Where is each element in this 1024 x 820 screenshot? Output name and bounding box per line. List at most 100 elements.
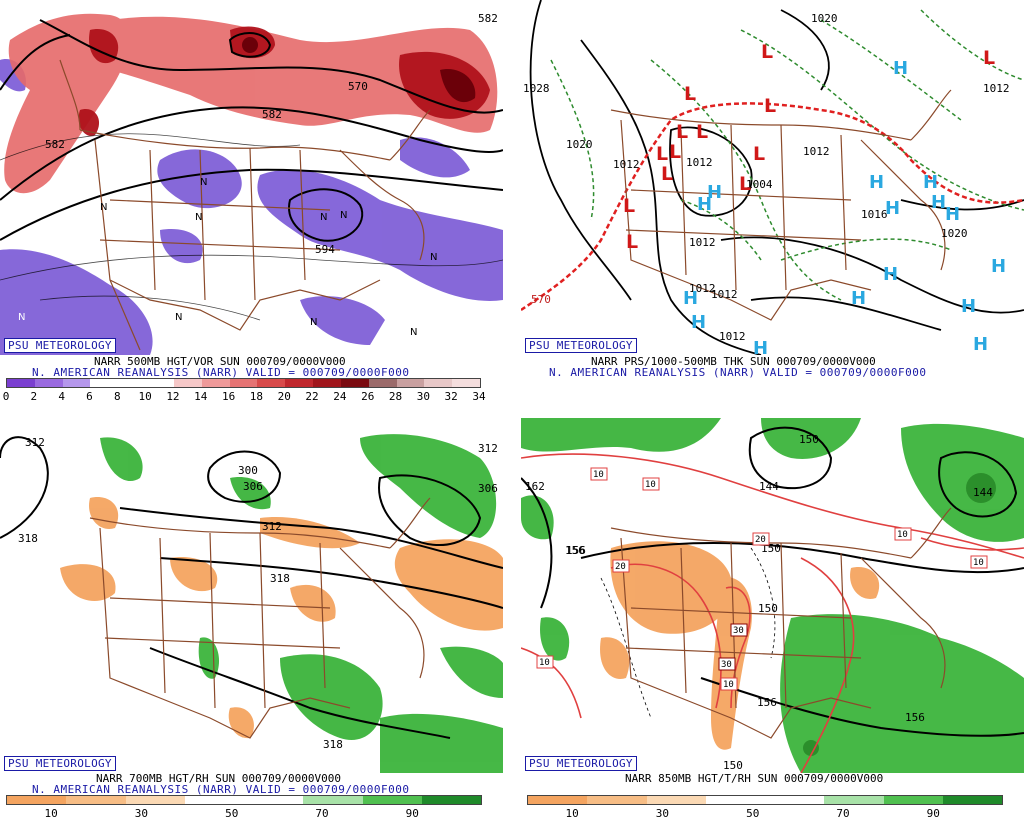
- panel-caption: NARR 500MB HGT/VOR SUN 000709/0000V000: [94, 355, 346, 368]
- colorbar-swatch: [303, 796, 363, 804]
- isobar-label: 1004: [746, 178, 773, 191]
- colorbar-rh: [527, 795, 1003, 805]
- colorbar-swatch: [528, 796, 588, 804]
- panel-850mb-t-rh: 150 162 156 144 150 150 156 156 150 144 …: [521, 418, 1024, 820]
- temp-label: 20: [615, 562, 626, 572]
- panel-500mb-vorticity: 582 582 594 570 582 N N N N N N N N N N …: [0, 0, 503, 403]
- temp-label-box: 30: [730, 623, 748, 637]
- isobar-label: 1020: [811, 12, 838, 25]
- low-pressure-symbol: L: [739, 173, 751, 195]
- temp-label: 10: [973, 558, 984, 568]
- colorbar-swatch: [421, 796, 481, 804]
- colorbar-swatch: [201, 379, 230, 387]
- vorticity-symbol: N: [430, 252, 437, 263]
- contour-label: 306: [478, 482, 498, 495]
- contour-label: 318: [323, 738, 343, 751]
- colorbar-tick-label: 24: [333, 390, 347, 403]
- isobar-label: 1012: [711, 288, 738, 301]
- isobar-label: 1012: [803, 145, 830, 158]
- colorbar-tick-label: 28: [388, 390, 403, 403]
- vorticity-symbol: N: [320, 212, 327, 223]
- vorticity-symbol: N: [340, 210, 347, 221]
- colorbar-tick-label: 34: [472, 390, 486, 403]
- thickness-label: 570: [531, 293, 551, 306]
- high-pressure-symbol: H: [931, 192, 946, 213]
- colorbar-tick-label: 14: [194, 390, 208, 403]
- colorbar-ticks: 10 30 50 70 90: [6, 807, 480, 820]
- colorbar-swatch: [452, 379, 481, 387]
- colorbar-tick-label: 70: [836, 807, 850, 820]
- high-pressure-symbol: H: [691, 312, 706, 333]
- contour-label: 306: [243, 480, 263, 493]
- temp-label-box: 20: [612, 559, 630, 573]
- high-pressure-symbol: H: [961, 296, 976, 317]
- contour-label: 150: [723, 759, 743, 772]
- colorbar-swatch: [824, 796, 884, 804]
- colorbar-tick-label: 90: [405, 807, 419, 820]
- vorticity-symbol: N: [200, 177, 207, 188]
- panel-700mb-rh: 312 318 300 306 312 318 306 312 318 PSU …: [0, 418, 503, 820]
- colorbar-swatch: [340, 379, 369, 387]
- temp-label-box: 10: [536, 655, 554, 669]
- contour-label: 156: [905, 711, 925, 724]
- colorbar-swatch: [7, 796, 67, 804]
- panel-pressure-thickness: 1020 1028 1012 1020 1012 1012 1004 1012 …: [521, 0, 1024, 402]
- high-pressure-symbol: H: [923, 172, 938, 193]
- temp-label: 20: [755, 535, 766, 545]
- colorbar-swatch: [587, 796, 647, 804]
- colorbar-rh: [6, 795, 482, 805]
- contour-label: 312: [262, 520, 282, 533]
- isobar-label: 1012: [613, 158, 640, 171]
- low-pressure-symbol: L: [983, 47, 995, 69]
- high-pressure-symbol: H: [697, 194, 712, 215]
- contour-label: 156: [566, 544, 586, 557]
- colorbar-swatch: [705, 796, 765, 804]
- low-pressure-symbol: L: [676, 121, 688, 143]
- colorbar-vorticity: [6, 378, 481, 388]
- panel-subcaption: N. AMERICAN REANALYSIS (NARR) VALID = 00…: [32, 783, 410, 796]
- contour-label: 150: [758, 602, 778, 615]
- contour-label: 156: [565, 544, 585, 557]
- panel-caption: NARR PRS/1000-500MB THK SUN 000709/0000V…: [591, 355, 876, 368]
- contour-label: 144: [973, 486, 993, 499]
- colorbar-tick-label: 6: [86, 390, 93, 403]
- colorbar-tick-label: 8: [113, 390, 121, 403]
- temp-label: 10: [539, 658, 550, 668]
- temp-label: 30: [733, 626, 744, 636]
- high-pressure-symbol: H: [753, 338, 768, 355]
- colorbar-swatch: [184, 796, 244, 804]
- colorbar-swatch: [118, 379, 147, 387]
- low-pressure-symbol: L: [684, 83, 696, 105]
- contour-label: 162: [525, 480, 545, 493]
- temp-label-box: 10: [642, 477, 660, 491]
- contour-label: 318: [18, 532, 38, 545]
- colorbar-ticks: 0 2 4 6 8 10 12 14 16 18 20 22 24 26 28 30 32 34: [3, 390, 486, 403]
- panel-caption: NARR 850MB HGT/T/RH SUN 000709/0000V000: [625, 772, 884, 785]
- colorbar-ticks: 10 30 50 70 90: [527, 807, 1001, 820]
- contour-label: 300: [238, 464, 258, 477]
- low-pressure-symbol: L: [761, 41, 773, 63]
- temp-label: 30: [721, 660, 732, 670]
- high-pressure-symbol: H: [945, 204, 960, 225]
- contour-label: 594: [315, 243, 335, 256]
- high-pressure-symbol: H: [851, 288, 866, 309]
- temp-label-box: 10: [894, 527, 912, 541]
- colorbar-swatch: [368, 379, 397, 387]
- low-pressure-symbol: L: [669, 141, 681, 163]
- temp-label: 10: [593, 470, 604, 480]
- colorbar-swatch: [125, 796, 185, 804]
- temp-label-box: 10: [970, 555, 988, 569]
- colorbar-swatch: [313, 379, 341, 387]
- colorbar-swatch: [173, 379, 202, 387]
- contour-label: 318: [270, 572, 290, 585]
- colorbar-swatch: [229, 379, 258, 387]
- map-700mb: 312 318 300 306 312 318 306 312 318: [0, 418, 503, 773]
- colorbar-tick-label: 22: [305, 390, 319, 403]
- colorbar-swatch: [7, 379, 35, 387]
- colorbar-tick-label: 26: [361, 390, 375, 403]
- temp-label: 10: [723, 680, 734, 690]
- temp-label-box: 10: [590, 467, 608, 481]
- low-pressure-symbol: L: [661, 163, 673, 185]
- low-pressure-symbol: L: [753, 143, 765, 165]
- psu-badge: PSU METEOROLOGY: [4, 756, 116, 771]
